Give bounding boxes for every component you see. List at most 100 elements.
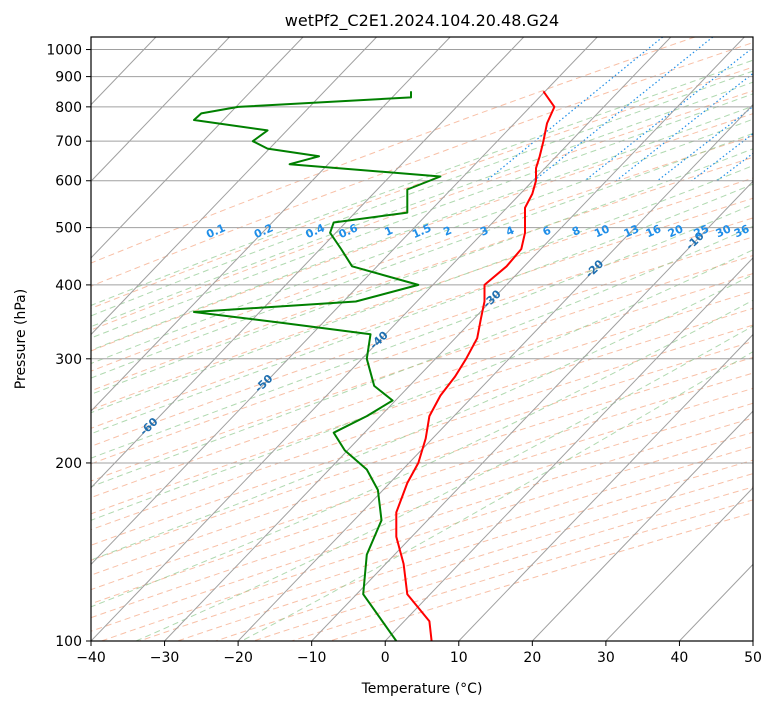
- mixing-ratio-label: 0.2: [252, 221, 275, 241]
- mixing-ratio-label: 13: [622, 222, 641, 240]
- mixing-ratio-label: 0.4: [304, 221, 327, 241]
- dry-adiabat: [91, 113, 753, 352]
- dry-adiabat: [91, 402, 753, 619]
- dry-adiabat: [91, 197, 753, 429]
- isotherm-line: [679, 563, 753, 641]
- isotherm-line: [311, 180, 753, 641]
- mixing-ratio-label: 4: [504, 224, 517, 239]
- y-tick-label: 900: [55, 70, 82, 86]
- x-tick-label: 50: [744, 650, 762, 666]
- mixing-ratio-label: 20: [666, 222, 686, 240]
- chart-title: wetPf2_C2E1.2024.104.20.48.G24: [285, 11, 559, 31]
- dry-adiabat: [91, 156, 753, 392]
- mixing-ratio-label: 16: [644, 222, 664, 240]
- isotherm-line: [164, 37, 745, 641]
- dry-adiabat: [91, 217, 753, 447]
- axes: −40 −30 −20 −10 0 10 20 30 40 50 100 200 300 400 500 60…: [46, 43, 762, 666]
- x-tick-label: 40: [671, 650, 689, 666]
- moist-adiabat: [91, 70, 753, 317]
- isotherm-line: [0, 37, 9, 641]
- isotherm-line: [91, 37, 451, 412]
- y-tick-label: 800: [55, 100, 82, 116]
- dry-adiabat: [91, 90, 753, 331]
- y-axis-label: Pressure (hPa): [13, 289, 29, 389]
- moist-adiabat: [91, 274, 753, 561]
- mixing-ratio-label: 10: [592, 222, 612, 240]
- temperature-trace: [395, 90, 556, 641]
- isotherm-line: [605, 487, 753, 641]
- dry-adiabat: [91, 387, 753, 605]
- y-tick-label: 300: [55, 352, 82, 368]
- mixing-ratio-label: 2: [441, 224, 453, 239]
- dry-adiabat: [91, 254, 753, 482]
- moist-adiabat: [91, 93, 753, 339]
- isotherm-line: [91, 37, 230, 182]
- x-axis-label: Temperature (°C): [361, 681, 483, 697]
- dry-adiabat: [91, 290, 753, 515]
- isotherm-line: [752, 640, 753, 641]
- mixing-ratio-line: [486, 37, 664, 182]
- moist-adiabat: [91, 183, 753, 435]
- isotherm-line: [458, 333, 753, 641]
- y-tick-label: 600: [55, 174, 82, 190]
- x-tick-label: −20: [223, 650, 253, 666]
- mixing-ratio-line: [691, 132, 753, 182]
- mixing-ratio-line: [754, 37, 775, 181]
- y-tick-label: 100: [55, 634, 82, 650]
- moist-adiabat: [241, 351, 753, 641]
- isotherm-line: [91, 37, 598, 566]
- y-tick-label: 700: [55, 134, 82, 150]
- isotherm-line: [91, 37, 304, 259]
- moist-adiabat: [91, 148, 753, 395]
- mixing-ratio-line: [533, 37, 714, 182]
- dry-adiabat: [91, 177, 753, 411]
- y-tick-label: 1000: [46, 43, 82, 59]
- isotherm-line: [237, 103, 753, 641]
- x-tick-label: −40: [76, 650, 106, 666]
- dry-adiabat: [91, 37, 696, 264]
- plot-frame: [90, 36, 754, 642]
- dry-adiabat: [91, 372, 753, 591]
- dry-adiabat: [91, 417, 753, 632]
- dry-adiabat: [328, 512, 753, 641]
- y-tick-label: 400: [55, 278, 82, 294]
- isotherm-line: [91, 37, 672, 641]
- x-tick-label: −10: [297, 650, 327, 666]
- dry-adiabat: [99, 431, 753, 641]
- dry-adiabat: [91, 135, 753, 372]
- mixing-ratio-line: [615, 72, 753, 182]
- isotherm-label: -70: [20, 460, 44, 483]
- mixing-ratio-line: [584, 46, 753, 182]
- moist-adiabat: [91, 203, 753, 459]
- x-tick-label: −30: [150, 650, 180, 666]
- y-tick-label: 500: [55, 221, 82, 237]
- mixing-ratio-label: 30: [714, 222, 734, 240]
- dry-adiabat: [91, 236, 753, 465]
- y-tick-label: 200: [55, 456, 82, 472]
- x-tick-label: 20: [523, 650, 541, 666]
- mixing-ratio-label: 0.1: [204, 221, 227, 241]
- moist-adiabat: [91, 59, 753, 306]
- moist-adiabat: [91, 299, 753, 608]
- chart-grid: [0, 37, 775, 641]
- isoline-labels: -100-90-80-70-60-50-40-30-20-10010203040…: [20, 221, 752, 483]
- x-tick-label: 10: [450, 650, 468, 666]
- dry-adiabat: [290, 499, 753, 641]
- isotherm-line: [384, 257, 753, 641]
- x-tick-label: 0: [381, 650, 390, 666]
- dry-adiabat: [91, 356, 753, 576]
- x-tick-label: 30: [597, 650, 615, 666]
- mixing-ratio-label: 1: [383, 224, 395, 239]
- isotherm-line: [91, 37, 377, 336]
- dry-adiabat: [91, 324, 753, 546]
- dry-adiabat: [91, 66, 753, 309]
- mixing-ratio-label: 36: [732, 222, 752, 240]
- isotherm-line: [531, 410, 753, 641]
- profile-traces: [193, 90, 556, 641]
- mixing-ratio-label: 3: [478, 224, 490, 239]
- dewpoint-trace: [193, 91, 442, 641]
- dry-adiabat: [91, 307, 753, 531]
- dry-adiabat: [91, 273, 753, 499]
- isotherm-line: [91, 37, 525, 489]
